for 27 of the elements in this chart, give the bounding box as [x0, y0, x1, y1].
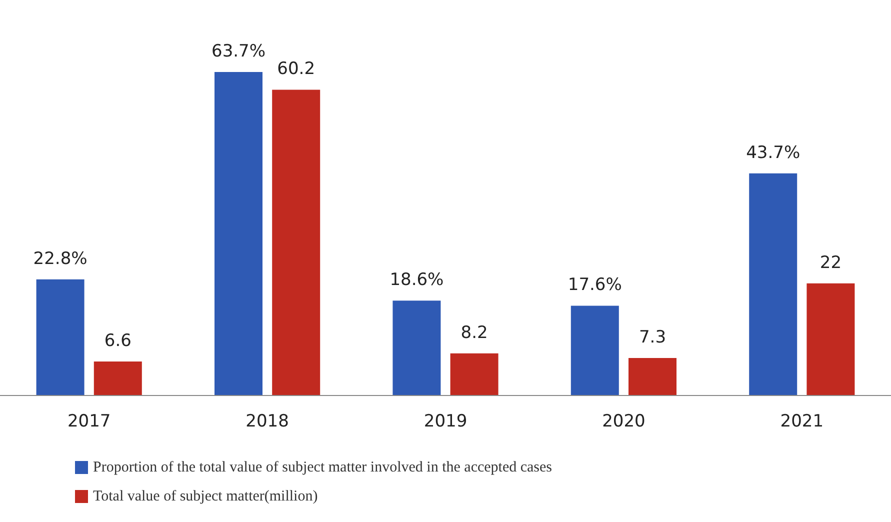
data-label: 8.2	[460, 322, 488, 343]
data-label: 60.2	[277, 59, 316, 80]
bar	[749, 173, 798, 395]
x-tick-label: 2021	[780, 412, 824, 432]
data-label: 7.3	[638, 327, 666, 348]
bar	[392, 300, 441, 395]
data-label: 6.6	[104, 331, 132, 352]
bar	[36, 279, 84, 395]
bar	[570, 306, 619, 395]
legend-label: Proportion of the total value of subject matter involved in the accepted cases	[93, 460, 552, 476]
data-label: 17.6%	[568, 275, 622, 296]
data-label: 22.8%	[33, 248, 88, 269]
legend-label: Total value of subject matter(million)	[93, 488, 318, 504]
bar	[806, 283, 855, 395]
data-label: 43.7%	[746, 142, 800, 163]
data-label: 63.7%	[211, 41, 266, 62]
x-tick-label: 2018	[246, 412, 289, 432]
data-label: 22	[820, 252, 842, 273]
data-label: 18.6%	[390, 270, 444, 290]
x-tick-label: 2017	[67, 412, 111, 432]
bar	[628, 358, 676, 395]
bar	[94, 362, 142, 395]
x-tick-label: 2019	[424, 412, 468, 432]
bar	[272, 90, 320, 395]
x-tick-label: 2020	[602, 412, 646, 432]
bar	[450, 353, 498, 395]
bar	[214, 72, 262, 395]
